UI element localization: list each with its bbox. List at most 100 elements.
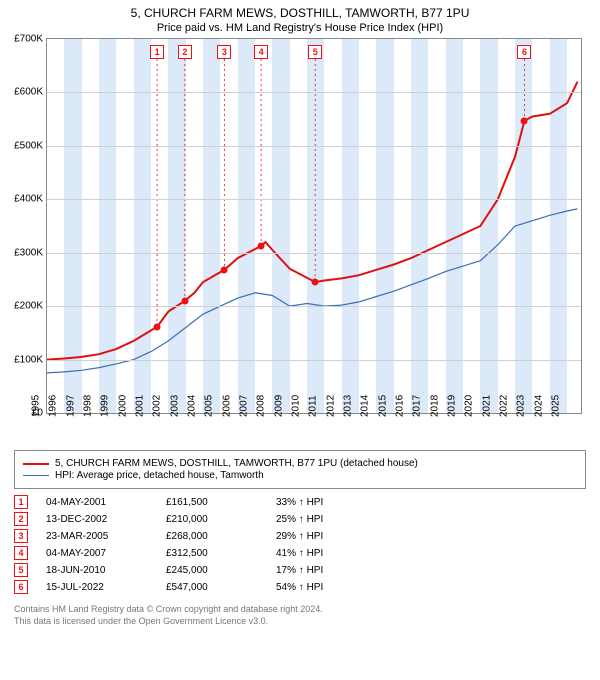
sale-row-marker: 2 bbox=[14, 512, 28, 526]
legend-swatch bbox=[23, 475, 49, 476]
x-axis-label: 2016 bbox=[395, 395, 406, 417]
x-axis-label: 1995 bbox=[31, 395, 42, 417]
legend: 5, CHURCH FARM MEWS, DOSTHILL, TAMWORTH,… bbox=[14, 450, 586, 489]
sale-row-marker: 5 bbox=[14, 563, 28, 577]
sale-row-marker: 3 bbox=[14, 529, 28, 543]
y-axis-label: £500K bbox=[14, 140, 43, 151]
x-axis-label: 2019 bbox=[447, 395, 458, 417]
x-axis-label: 2011 bbox=[308, 395, 319, 417]
x-axis-label: 1996 bbox=[48, 395, 59, 417]
sale-row-marker: 1 bbox=[14, 495, 28, 509]
sale-point bbox=[221, 266, 228, 273]
sale-price: £210,000 bbox=[166, 514, 276, 525]
y-gridline bbox=[47, 92, 581, 93]
x-axis-label: 1998 bbox=[83, 395, 94, 417]
y-axis-label: £200K bbox=[14, 301, 43, 312]
legend-swatch bbox=[23, 463, 49, 465]
sale-pct: 17% ↑ HPI bbox=[276, 565, 396, 576]
sale-marker-box: 6 bbox=[517, 45, 531, 59]
sale-marker-box: 3 bbox=[217, 45, 231, 59]
sales-table: 1 04-MAY-2001£161,50033% ↑ HPI 2 13-DEC-200… bbox=[14, 495, 586, 594]
x-axis-label: 2000 bbox=[117, 395, 128, 417]
page-subtitle: Price paid vs. HM Land Registry's House … bbox=[0, 22, 600, 34]
sale-marker-box: 5 bbox=[308, 45, 322, 59]
x-axis-label: 1999 bbox=[100, 395, 111, 417]
y-gridline bbox=[47, 146, 581, 147]
table-row: 213-DEC-2002£210,00025% ↑ HPI bbox=[14, 512, 586, 526]
y-gridline bbox=[47, 306, 581, 307]
sale-date: 13-DEC-2002 bbox=[46, 514, 166, 525]
sale-pct: 41% ↑ HPI bbox=[276, 548, 396, 559]
x-axis-label: 2002 bbox=[152, 395, 163, 417]
table-row: 4 04-MAY-2007£312,50041% ↑ HPI bbox=[14, 546, 586, 560]
series-property bbox=[47, 82, 578, 360]
x-axis-label: 2020 bbox=[464, 395, 475, 417]
sale-date: 23-MAR-2005 bbox=[46, 531, 166, 542]
x-axis-label: 2018 bbox=[429, 395, 440, 417]
sale-date: 18-JUN-2010 bbox=[46, 565, 166, 576]
x-axis-label: 1997 bbox=[65, 395, 76, 417]
y-gridline bbox=[47, 360, 581, 361]
sale-marker-box: 4 bbox=[254, 45, 268, 59]
x-axis-label: 2015 bbox=[377, 395, 388, 417]
x-axis-label: 2005 bbox=[204, 395, 215, 417]
sale-pct: 33% ↑ HPI bbox=[276, 497, 396, 508]
x-axis-label: 2006 bbox=[221, 395, 232, 417]
y-axis-label: £100K bbox=[14, 354, 43, 365]
x-axis-label: 2008 bbox=[256, 395, 267, 417]
y-gridline bbox=[47, 253, 581, 254]
y-axis-label: £700K bbox=[14, 34, 43, 45]
sale-pct: 54% ↑ HPI bbox=[276, 582, 396, 593]
sale-row-marker: 4 bbox=[14, 546, 28, 560]
x-axis-label: 2012 bbox=[325, 395, 336, 417]
y-gridline bbox=[47, 199, 581, 200]
sale-point bbox=[312, 279, 319, 286]
x-axis-label: 2013 bbox=[343, 395, 354, 417]
series-hpi bbox=[47, 209, 578, 373]
sale-price: £312,500 bbox=[166, 548, 276, 559]
x-axis-label: 2025 bbox=[551, 395, 562, 417]
x-axis-label: 2010 bbox=[291, 395, 302, 417]
table-row: 5 18-JUN-2010£245,00017% ↑ HPI bbox=[14, 563, 586, 577]
x-axis-label: 2014 bbox=[360, 395, 371, 417]
x-axis-label: 2024 bbox=[533, 395, 544, 417]
sale-point bbox=[181, 297, 188, 304]
sale-price: £268,000 bbox=[166, 531, 276, 542]
legend-label: 5, CHURCH FARM MEWS, DOSTHILL, TAMWORTH,… bbox=[55, 458, 418, 469]
sale-pct: 29% ↑ HPI bbox=[276, 531, 396, 542]
sale-marker-box: 1 bbox=[150, 45, 164, 59]
table-row: 1 04-MAY-2001£161,50033% ↑ HPI bbox=[14, 495, 586, 509]
sale-marker-box: 2 bbox=[178, 45, 192, 59]
y-axis-label: £400K bbox=[14, 194, 43, 205]
table-row: 6 15-JUL-2022£547,00054% ↑ HPI bbox=[14, 580, 586, 594]
sale-price: £547,000 bbox=[166, 582, 276, 593]
sale-point bbox=[154, 323, 161, 330]
footer: Contains HM Land Registry data © Crown c… bbox=[14, 604, 586, 627]
sale-point bbox=[258, 243, 265, 250]
sale-date: 04-MAY-2001 bbox=[46, 497, 166, 508]
x-axis-label: 2007 bbox=[239, 395, 250, 417]
legend-label: HPI: Average price, detached house, Tamw… bbox=[55, 470, 264, 481]
sale-row-marker: 6 bbox=[14, 580, 28, 594]
sale-point bbox=[521, 117, 528, 124]
legend-row: 5, CHURCH FARM MEWS, DOSTHILL, TAMWORTH,… bbox=[23, 458, 577, 469]
sale-date: 15-JUL-2022 bbox=[46, 582, 166, 593]
legend-row: HPI: Average price, detached house, Tamw… bbox=[23, 470, 577, 481]
x-axis-label: 2004 bbox=[187, 395, 198, 417]
y-axis-label: £300K bbox=[14, 247, 43, 258]
footer-line: Contains HM Land Registry data © Crown c… bbox=[14, 604, 586, 616]
x-axis-label: 2022 bbox=[499, 395, 510, 417]
y-axis-label: £600K bbox=[14, 87, 43, 98]
sale-date: 04-MAY-2007 bbox=[46, 548, 166, 559]
sale-price: £161,500 bbox=[166, 497, 276, 508]
page-title: 5, CHURCH FARM MEWS, DOSTHILL, TAMWORTH,… bbox=[0, 6, 600, 20]
table-row: 3 23-MAR-2005£268,00029% ↑ HPI bbox=[14, 529, 586, 543]
line-layer bbox=[47, 39, 581, 413]
chart: £0£100K£200K£300K£400K£500K£600K£700K199… bbox=[46, 38, 582, 438]
x-axis-label: 2023 bbox=[516, 395, 527, 417]
x-axis-label: 2009 bbox=[273, 395, 284, 417]
sale-price: £245,000 bbox=[166, 565, 276, 576]
footer-line: This data is licensed under the Open Gov… bbox=[14, 616, 586, 628]
x-axis-label: 2021 bbox=[481, 395, 492, 417]
plot-area: £0£100K£200K£300K£400K£500K£600K£700K199… bbox=[46, 38, 582, 414]
